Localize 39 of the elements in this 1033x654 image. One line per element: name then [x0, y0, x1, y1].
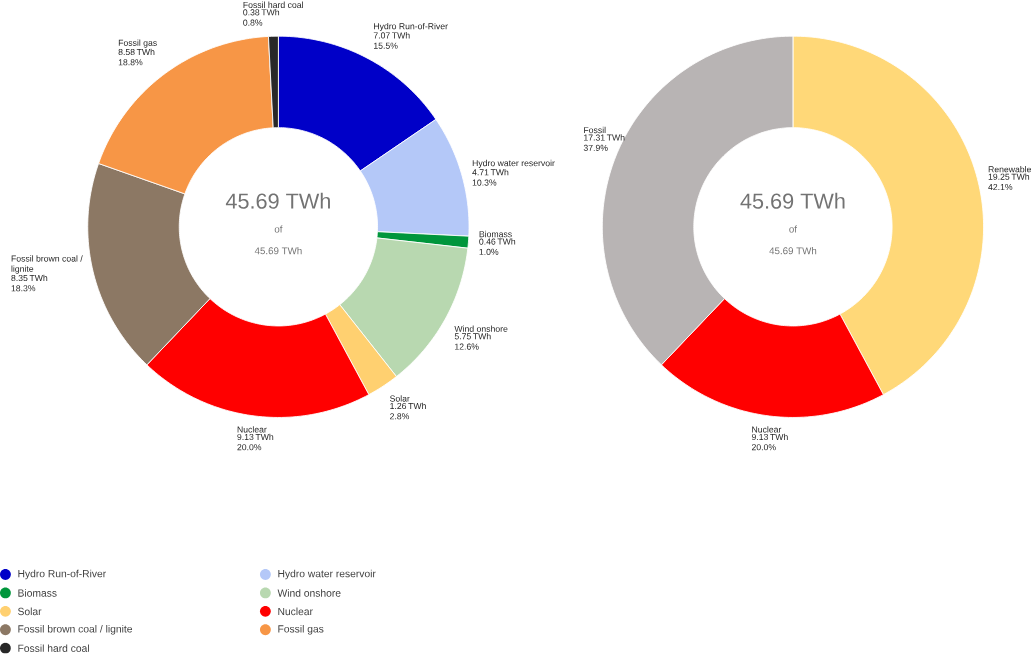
data-label: 9.13 TWh 20.0% [237, 433, 274, 451]
legend-label: Fossil hard coal [18, 644, 89, 653]
data-label: 9.13 TWh 20.0% [751, 433, 788, 451]
data-label: 0.46 TWh 1.0% [479, 238, 516, 256]
legend-label: Biomass [18, 589, 57, 597]
text: 45.69 TWh [740, 193, 845, 209]
data-label: 1.26 TWh 2.8% [390, 402, 426, 420]
slice-label: Fossil [584, 127, 606, 134]
legend-label: Wind onshore [277, 589, 341, 597]
text: 45.69 TWh [254, 247, 302, 255]
data-label: 0.38 TWh 0.8% [243, 9, 280, 26]
legend-label: Hydro water reservoir [278, 569, 376, 580]
slice-label: Hydro water reservoir [472, 160, 555, 169]
slice-label: Fossil brown coal / lignite [11, 255, 83, 274]
slice-label: Hydro Run-of-River [374, 23, 448, 32]
text: 45.69 TWh [769, 247, 817, 255]
legend-label: Fossil brown coal / lignite [18, 625, 133, 635]
data-label: 17.31 TWh 37.9% [583, 134, 625, 152]
data-label: 8.35 TWh 18.3% [11, 274, 48, 292]
data-label: 19.25 TWh 42.1% [988, 173, 1030, 191]
data-label: 5.75 TWh 12.6% [454, 333, 491, 350]
legend-label: Hydro Run-of-River [18, 569, 106, 580]
text: of [789, 225, 798, 233]
slice-label: Solar [390, 395, 410, 402]
slice-label: Fossil gas [118, 39, 157, 48]
data-label: 7.07 TWh 15.5% [373, 32, 410, 49]
slice-label: Fossil hard coal [243, 1, 303, 9]
text: 45.69 TWh [225, 193, 330, 209]
legend-label: Solar [18, 607, 42, 616]
slice-label: Wind onshore [454, 325, 508, 333]
data-label: 8.58 TWh 18.8% [118, 48, 155, 66]
data-label: 4.71 TWh 10.3% [472, 169, 509, 186]
legend-label: Nuclear [278, 607, 313, 616]
text: of [274, 225, 283, 233]
slice-label: Nuclear [237, 426, 267, 433]
slice-label: Nuclear [752, 426, 782, 433]
slice-label: Renewable [988, 166, 1031, 173]
legend-label: Fossil gas [278, 625, 324, 635]
slice-label: Biomass [479, 231, 512, 238]
